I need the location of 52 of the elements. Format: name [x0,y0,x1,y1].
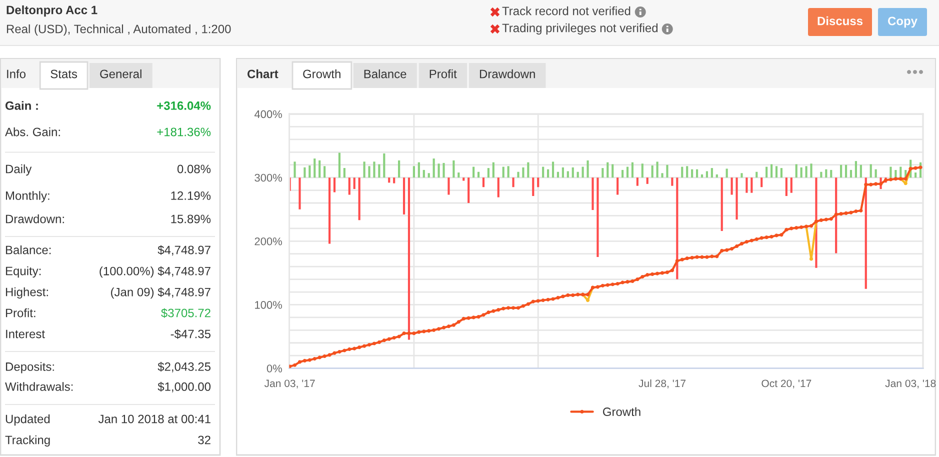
text: Real (USD), Technical , Automated , 1:200 [6,24,231,36]
text: Jan 10 2018 at 00:41 [98,414,210,424]
x-tick-label: Jul 28, '17 [638,379,686,388]
text: Balance: [6,245,51,254]
text: Growth [303,69,340,78]
text: 32 [198,436,210,444]
text: $3705.72 [161,308,210,318]
text: Chart [247,69,278,78]
text: Discuss [818,16,863,26]
text: Updated [6,414,50,426]
text: Trading privileges not verified [502,23,658,35]
text: Equity: [6,266,41,278]
text: Withdrawals: [5,382,73,391]
y-tick-label: 400% [254,110,282,118]
text: Profit [430,69,457,78]
y-tick-label: 0% [266,364,282,372]
text: Deposits: [6,362,54,374]
text: Interest [6,330,45,338]
text: $1,000.00 [158,382,211,392]
text: Stats [50,70,78,78]
text: Deltonpro Acc 1 [6,5,98,17]
y-tick-label: 100% [255,301,282,309]
legend-label: Growth [603,407,640,416]
text: Info [7,69,26,78]
text: Highest: [6,287,48,299]
text: Profit: [6,308,36,318]
text: 15.89% [171,214,211,224]
text: (Jan 09) $4,748.97 [111,287,210,299]
text: General [100,69,142,78]
text: Track record not verified [502,6,630,16]
y-tick-label: 300% [254,174,282,182]
x-tick-label: Jan 03, '17 [264,380,315,388]
text: Gain : [5,101,38,110]
text: 0.08% [177,164,211,174]
y-tick-label: 200% [254,237,282,246]
text: $2,043.25 [158,362,210,372]
text: $4,748.97 [158,245,210,256]
text: Copy [888,16,918,28]
text: Tracking [5,435,50,447]
text: 12.19% [171,191,211,200]
text: +316.04% [157,101,211,110]
text: Abs. Gain: [5,127,60,136]
text: Drawdown [480,69,535,78]
text: +181.36% [157,128,211,136]
text: (100.00%) $4,748.97 [100,266,210,278]
text: Balance [364,69,406,78]
text: Daily [6,164,32,176]
text: Monthly: [6,191,50,202]
text: -$47.35 [170,329,210,339]
text: Drawdown: [6,214,64,224]
x-tick-label: Jan 03, '18 [885,380,936,388]
x-tick-label: Oct 20, '17 [762,380,812,388]
